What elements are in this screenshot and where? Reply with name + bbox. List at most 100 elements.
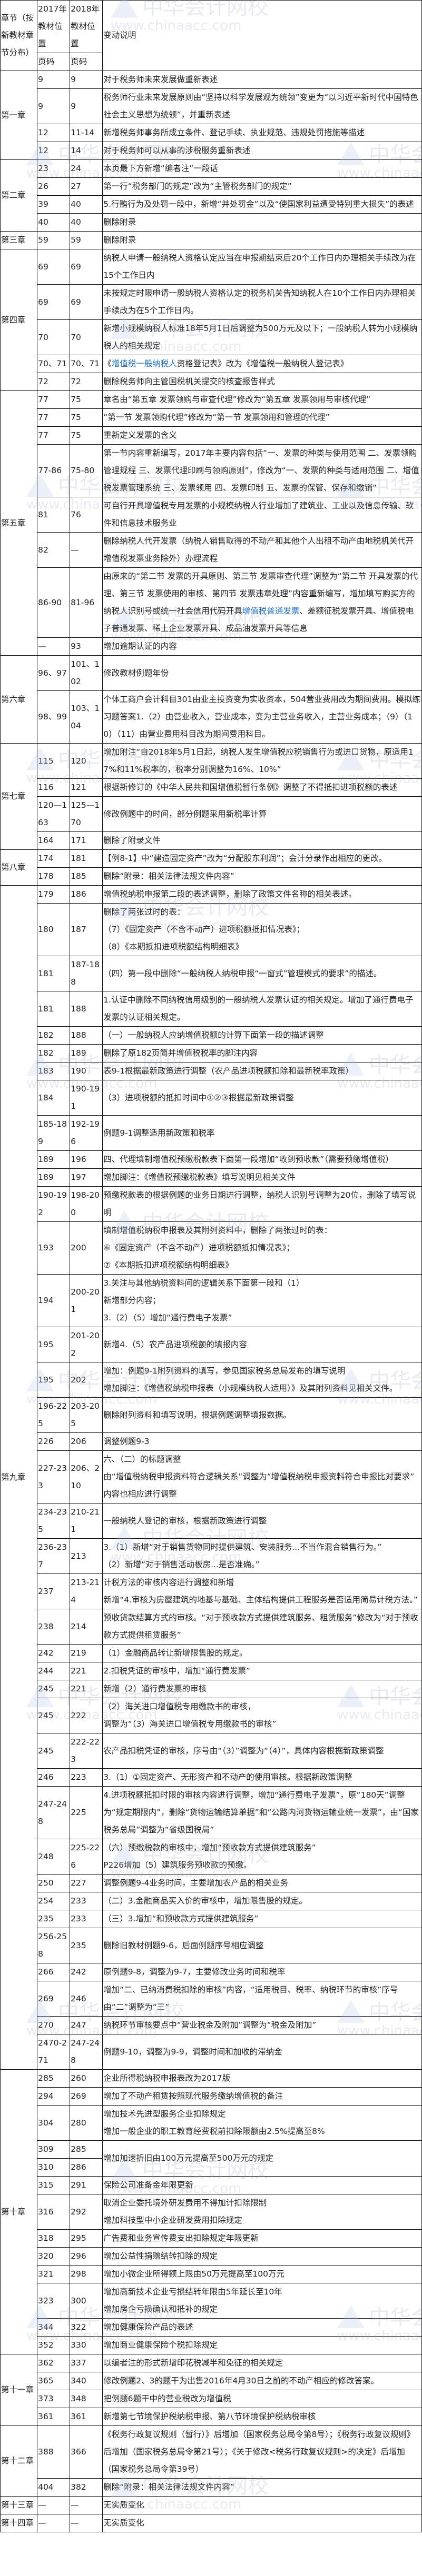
description-line: 2.扣税凭证的审核中，增加“通行费发票”: [103, 1666, 251, 1676]
page-2018: 70: [70, 319, 103, 355]
change-description: 本页最下方新增“编者注”一段话: [102, 159, 422, 178]
table-row: 318 295 广告费和业务宣传费支出扣除规定年限更新: [1, 2229, 422, 2248]
page-2017: 181: [37, 991, 71, 1027]
change-description: 纳税环节审核要点中“营业税金及附加”调整为“税金及附加”: [102, 2016, 422, 2034]
description-line: 删除纳税人代开发票（纳税人销售取得的不动产和其他个人出租不动产由地税机关代开增值…: [103, 536, 414, 563]
page-2018: 75: [70, 426, 103, 445]
table-row: 246 223 3.（1）①固定资产、无形资产和不动产的使用审核。根据新政策调整: [1, 1768, 422, 1787]
table-row: 237 213-214 计税方法的审核内容进行调整和新增 新增“4.审核为房屋建筑的地…: [1, 1573, 422, 1609]
change-description: 修改例题中的时间，部分例题采用新税率计算: [102, 796, 422, 832]
description-line: 4.进项税额抵扣时限的审核内容进行调整，增加“通行费电子发票”，原“180天”调…: [103, 1790, 419, 1835]
table-row: 304 280 增加技术先进型服务企业扣除规定 增加一般企业的职工教育经费税前扣除限额…: [1, 2105, 422, 2141]
description-line: 新增税务师事务所成立条件、登记手续、执业规范、违规处罚措施等描述: [103, 128, 365, 137]
table-row: 254 233 （二）3.金融商品买入价的审核中，增加限售股的规定。: [1, 1892, 422, 1910]
change-description: 增加了不动产租赁按照现代服务缴纳增值税的备注: [102, 2087, 422, 2106]
change-description: （四）第一段中删除“一般纳税人纳税申报“一窗式”管理模式的要求”的描述。: [102, 956, 422, 991]
change-description: 增加附注“自2018年5月1日起，纳税人发生增值税应税销售行为或进口货物，原适用…: [102, 743, 422, 779]
description-line: 增加脚注：《增值税纳税申报表（小规模纳税人适用）》及其附列资料见相关文件。: [103, 1384, 398, 1393]
page-2018: 330: [70, 2336, 103, 2354]
table-row: 116 121 根据新修订的《中华人民共和国增值税暂行条例》调整了不得抵扣进项税额的…: [1, 778, 422, 797]
inline-link[interactable]: 增值税普通发票: [242, 606, 300, 616]
page-2018: 190: [70, 1062, 103, 1080]
page-2018: 206: [70, 1432, 103, 1451]
description-line: 由原来的“第二节 发票的开具原则、第三节 发票审查代理”调整为“第二节 开具发票…: [103, 568, 421, 637]
page-2017: 195: [37, 1327, 71, 1362]
change-description: 【例8-1】中“建造固定资产”改为“分配股东利润”；会计分录作出相应的更改。: [102, 849, 422, 868]
description-line: 保险公司准备金年限更新: [103, 2180, 193, 2190]
table-row: 310 286: [1, 2158, 422, 2177]
change-description: 个体工商户会计科目301由业主投资变为实收资本，504营业费用改为期间费用。模拟…: [102, 690, 422, 744]
header-row: 章节（按新教材章节分布） 2017年教材位置 2018年教材位置 变动说明: [0, 0, 422, 71]
page-2017: 238: [37, 1609, 71, 1645]
description-line: 增加房企亏损确认和抵补的规定: [103, 2304, 218, 2314]
change-description: 《税务行政复议规则（暂行）》后增加（国家税务总局令第8号）；《税务行政复议规则》…: [102, 2425, 422, 2479]
description-line: 5.行贿行为及处罚一段中，新增“并处罚金”以及“使国家利益遭受特别重大损失”的表…: [103, 199, 414, 209]
page-2017: 256-258: [37, 1928, 71, 1963]
page-2017: 310: [37, 2158, 71, 2177]
text-segment: 、差额征税发票开具、增值税电子普通发票、稀土企业发票开具、成品油发票开具等信息: [103, 606, 414, 633]
description-line: 把例题6题干中的营业税改为增值税: [103, 2394, 231, 2403]
page-2018: 76: [70, 497, 103, 533]
page-2018: —: [70, 532, 103, 568]
inline-link[interactable]: 增值税一般纳税人: [111, 359, 177, 368]
page-2017: 12: [37, 142, 71, 160]
page-2018: 210-211: [70, 1503, 103, 1539]
description-line: （四）第一段中删除“一般纳税人纳税申报“一窗式”管理模式的要求”的描述。: [103, 968, 382, 978]
change-description: 新增（2）通行费发票的审核: [102, 1680, 422, 1698]
description-line: 新增“4.审核为房屋建筑的地基与基础、主体结构提供工程服务是否适用简易计税方法。…: [103, 1595, 418, 1605]
page-2018: 14: [70, 142, 103, 160]
change-description: 增值税纳税申报第二段的表述调整，删除了政策文件名称的相关表述。: [102, 885, 422, 904]
description-line: 删除了原182页简并增值税税率的脚注内容: [103, 1048, 258, 1058]
page-2018: 340: [70, 2372, 103, 2390]
page-2018: 192-196: [70, 1115, 103, 1151]
table-row: 178 185 删除“附录：相关法律法规文件内容”: [1, 867, 422, 886]
change-description: 表9-1根据最新政策进行调整（农产品进项税额扣除和最新税率政策）: [102, 1062, 422, 1080]
table-row: 81 76 可自行开具增值税专用发票的小规模纳税人行业增加了建筑业、工业以及信息传输…: [1, 497, 422, 533]
table-row: 226 206 调整例题9-3: [1, 1432, 422, 1451]
page-2017: 269: [37, 1981, 71, 2017]
table-row: 234-235 210-211 一般纳税人登记的审核，根据新政策进行调整: [1, 1503, 422, 1539]
description-line: 增加小微企业所得额上限由50万元提高至100万元: [103, 2269, 285, 2279]
change-description: 新增税务师事务所成立条件、登记手续、执业规范、违规处罚措施等描述: [102, 124, 422, 142]
description-line: 3.（1）①固定资产、无形资产和不动产的使用审核。根据新政策调整: [103, 1772, 352, 1782]
change-description: 税务师行业未来发展原则由“坚持以科学发展观为统领”变更为“以习近平新时代中国特色…: [102, 88, 422, 124]
page-2018: 233: [70, 1910, 103, 1928]
description-line: （三）3.增加“和预收款方式提供建筑服务”: [103, 1914, 259, 1923]
page-2017: 181: [37, 956, 71, 991]
description-line: 删除了两张过时的表：: [103, 907, 185, 917]
change-description: 例题9-10，调整为9-9，调整时间和加收的滞纳金: [102, 2034, 422, 2070]
page-2018: 225: [70, 1786, 103, 1839]
page-2018: 40: [70, 195, 103, 214]
table-row: 第一章 9 9 对于税务师未来发展做重新表述: [0, 71, 422, 160]
table-row: 189 196 四、代理填制增值税预缴税款表下面第一段增加“收到预收款”（需要预缴增…: [1, 1150, 422, 1169]
table-row: 12 14 对于税务师可以从事的涉税服务重新表述: [1, 142, 422, 160]
description-line: 增值税纳税申报第二段的表述调整，删除了政策文件名称的相关表述。: [103, 889, 357, 899]
page-2018: 225-226: [70, 1839, 103, 1875]
chapter-cell: 第五章: [0, 390, 38, 656]
page-2017: 185-189: [37, 1115, 71, 1151]
description-line: 增加科技型中小企业研发费用扣除规定: [103, 2216, 242, 2225]
page-2017: 70: [37, 319, 71, 355]
description-line: 删除附录: [103, 217, 136, 227]
page-2018: 121: [70, 778, 103, 797]
change-description: 新增4.（5）农产品进项税额的填报内容: [102, 1327, 422, 1362]
header-2017-position: 2017年教材位置: [37, 0, 71, 53]
description-line: 第一行“税务部门的规定”改为“主管税务部门的规定”: [103, 182, 292, 191]
description-line: （一）一般纳税人应纳增值税额的计算下面第一段的描述调整: [103, 1030, 324, 1040]
change-description: 计税方法的审核内容进行调整和新增 新增“4.审核为房屋建筑的地基与基础、主体结构提…: [102, 1573, 422, 1609]
description-line: 删除旧教材例题9-6，后面例题序号相应调整: [103, 1940, 264, 1950]
description-line: 纳税环节审核要点中“营业税金及附加”调整为“税金及附加”: [103, 2020, 317, 2030]
page-2017: 309: [37, 2140, 71, 2159]
chapter-cell: 第十三章: [0, 2496, 38, 2514]
page-2017: 246: [37, 1768, 71, 1787]
chapter-cell: 第十一章: [0, 2354, 38, 2426]
page-2018: 125—170: [70, 796, 103, 832]
page-2017: 304: [37, 2105, 71, 2141]
description-line: ⑦《本期抵扣进项税额结构明细表》: [103, 1260, 233, 1270]
page-2018: 11-14: [70, 124, 103, 142]
change-description: 增加公益性捐赠结转扣除的规定: [102, 2247, 422, 2266]
change-description: 4.进项税额抵扣时限的审核内容进行调整，增加“通行费电子发票”，原“180天”调…: [102, 1786, 422, 1839]
description-line: 删除附录: [103, 235, 136, 245]
page-2017: 189: [37, 1150, 71, 1169]
page-2017: 70、71: [37, 355, 71, 373]
